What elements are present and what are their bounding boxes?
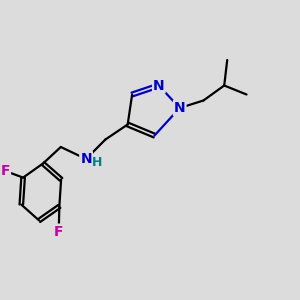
Text: H: H (92, 156, 103, 169)
Text: N: N (174, 101, 185, 115)
Text: F: F (54, 225, 64, 238)
Text: N: N (80, 152, 92, 166)
Text: F: F (1, 164, 10, 178)
Text: N: N (153, 79, 165, 92)
